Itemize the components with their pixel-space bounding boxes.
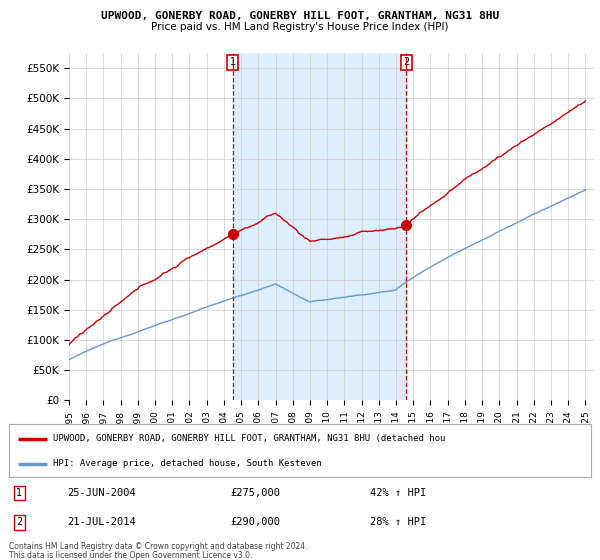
Text: 2: 2 (16, 517, 23, 528)
Text: £275,000: £275,000 (230, 488, 280, 498)
Text: This data is licensed under the Open Government Licence v3.0.: This data is licensed under the Open Gov… (9, 551, 253, 560)
Text: UPWOOD, GONERBY ROAD, GONERBY HILL FOOT, GRANTHAM, NG31 8HU (detached hou: UPWOOD, GONERBY ROAD, GONERBY HILL FOOT,… (53, 435, 445, 444)
Text: 2: 2 (403, 57, 409, 67)
Text: 1: 1 (229, 57, 236, 67)
Text: 25-JUN-2004: 25-JUN-2004 (67, 488, 136, 498)
Text: 28% ↑ HPI: 28% ↑ HPI (370, 517, 426, 528)
Text: Price paid vs. HM Land Registry's House Price Index (HPI): Price paid vs. HM Land Registry's House … (151, 22, 449, 32)
Bar (233, 53, 406, 400)
Text: 21-JUL-2014: 21-JUL-2014 (67, 517, 136, 528)
Text: 1: 1 (16, 488, 23, 498)
Text: HPI: Average price, detached house, South Kesteven: HPI: Average price, detached house, Sout… (53, 459, 322, 468)
Text: UPWOOD, GONERBY ROAD, GONERBY HILL FOOT, GRANTHAM, NG31 8HU: UPWOOD, GONERBY ROAD, GONERBY HILL FOOT,… (101, 11, 499, 21)
Text: 42% ↑ HPI: 42% ↑ HPI (370, 488, 426, 498)
Text: £290,000: £290,000 (230, 517, 280, 528)
Text: Contains HM Land Registry data © Crown copyright and database right 2024.: Contains HM Land Registry data © Crown c… (9, 542, 308, 551)
